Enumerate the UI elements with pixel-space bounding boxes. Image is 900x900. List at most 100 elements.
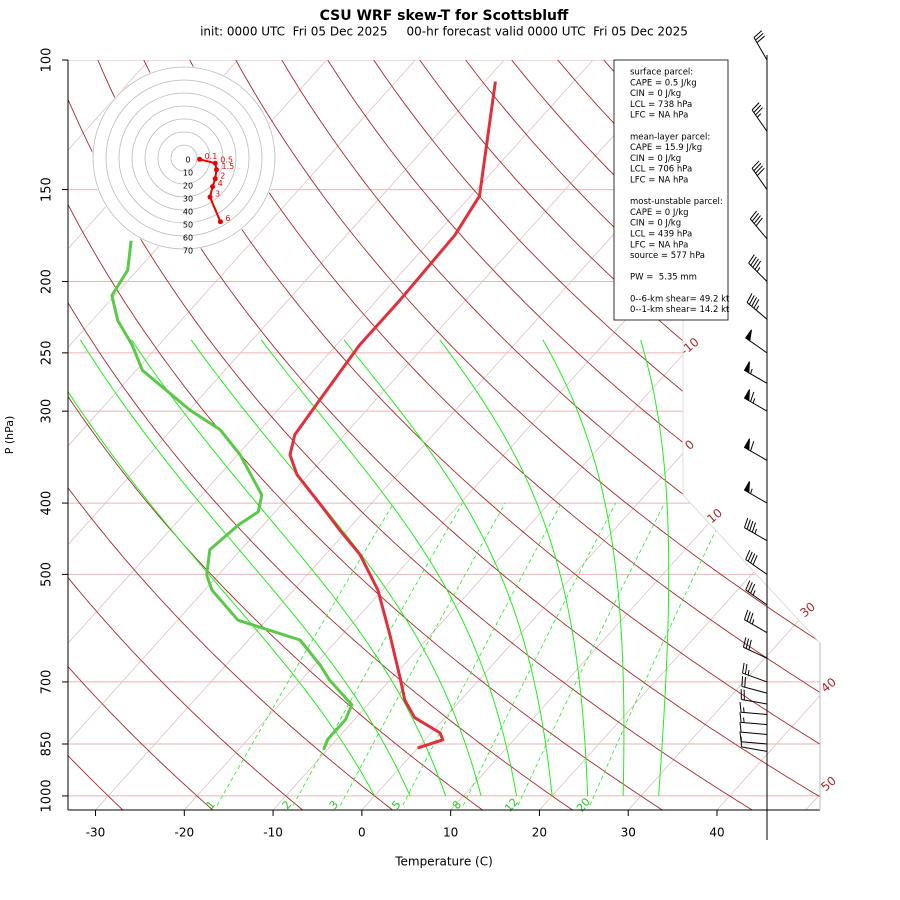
isotherm xyxy=(272,60,820,810)
y-tick-label: 1000 xyxy=(40,779,55,812)
hodograph-ring xyxy=(92,66,276,250)
wind-barb xyxy=(751,102,768,132)
wind-barb xyxy=(739,731,768,745)
y-tick-label: 500 xyxy=(40,562,55,587)
y-tick-label: 400 xyxy=(40,491,55,516)
moist-adiabat xyxy=(640,339,670,796)
wind-barb xyxy=(739,712,768,726)
isotherm xyxy=(627,60,820,810)
dry-adiabat xyxy=(281,60,820,810)
x-tick-label: 0 xyxy=(358,826,366,840)
dry-adiabat xyxy=(68,60,753,810)
hodograph-ring-label: 20 xyxy=(183,182,193,191)
y-tick-label: 300 xyxy=(40,399,55,424)
moist-adiabat xyxy=(439,339,589,796)
hodograph-point xyxy=(214,167,219,173)
info-text: CIN = 0 J/kg xyxy=(630,89,681,99)
hodograph-ring-label: 10 xyxy=(183,169,193,178)
isotherm xyxy=(68,60,416,810)
isotherm xyxy=(539,60,820,810)
dry-adiabat xyxy=(68,60,573,810)
hodograph-ring xyxy=(118,92,250,224)
hodograph-ring-label: 70 xyxy=(183,247,193,256)
wind-barb xyxy=(745,549,768,575)
x-tick-label: 40 xyxy=(709,826,724,840)
hodograph-ring-label: 40 xyxy=(183,208,193,217)
overlay: 0 10 20 30 40 50 60 70 0.1 0.51.524 3 6 surface parc… xyxy=(92,30,768,752)
moist-adiabat xyxy=(260,339,518,796)
hodograph-ring xyxy=(105,79,263,237)
mixing-ratio-line xyxy=(402,502,562,806)
x-tick-label: 30 xyxy=(621,826,636,840)
x-tick-label: 10 xyxy=(443,826,458,840)
temperature-line xyxy=(288,81,497,750)
hodograph-label: 4 xyxy=(218,179,223,188)
mixing-ratio-line xyxy=(216,502,394,806)
wind-barb xyxy=(746,293,768,320)
dry-adiabat xyxy=(235,60,820,810)
chart-title: CSU WRF skew-T for Scottsbluff xyxy=(320,8,569,24)
info-text: most-unstable parcel: xyxy=(630,197,723,207)
dry-adiabat xyxy=(189,60,820,810)
info-text: LFC = NA hPa xyxy=(630,111,688,121)
y-tick-label: 100 xyxy=(40,48,55,73)
dry-adiabat xyxy=(68,60,483,810)
mixing-ratio-line xyxy=(340,502,506,806)
hodograph-ring xyxy=(131,105,237,211)
y-tick-label: 200 xyxy=(40,269,55,294)
plot-border xyxy=(682,494,821,644)
wind-barb xyxy=(744,609,768,634)
info-text: LFC = NA hPa xyxy=(630,176,688,186)
y-axis-title: P (hPa) xyxy=(3,416,16,455)
x-tick-label: -10 xyxy=(263,826,283,840)
wind-barb xyxy=(749,210,768,240)
y-tick-label: 850 xyxy=(40,732,55,757)
hodograph-point xyxy=(217,219,223,225)
info-text: CIN = 0 J/kg xyxy=(630,154,681,164)
chart-subtitle: init: 0000 UTC Fri 05 Dec 2025 00-hr for… xyxy=(200,25,688,39)
x-tick-label: -30 xyxy=(86,826,106,840)
mixing-ratio-line xyxy=(462,502,617,806)
x-tick-label: -20 xyxy=(175,826,195,840)
wind-barb xyxy=(742,662,768,683)
hodograph-ring-label: 30 xyxy=(183,195,193,204)
wind-barb xyxy=(743,389,768,412)
isotherm xyxy=(68,60,683,810)
wind-barb xyxy=(742,637,768,659)
dry-adiabat xyxy=(68,60,303,810)
hodograph-ring xyxy=(144,118,224,198)
dry-adiabat xyxy=(68,60,124,810)
isotherm xyxy=(68,60,505,810)
hodograph-point xyxy=(212,176,218,182)
moist-adiabat xyxy=(79,339,411,797)
wind-barb xyxy=(745,580,768,606)
moist-adiabat xyxy=(343,339,553,796)
info-text: LCL = 706 hPa xyxy=(630,165,692,175)
info-text: CAPE = 0.5 J/kg xyxy=(630,78,697,88)
info-text: LFC = NA hPa xyxy=(630,240,688,250)
hodograph-ring-label: 0 xyxy=(185,156,190,165)
info-text: 0--1-km shear= 14.2 kt xyxy=(630,305,730,315)
hodograph-point xyxy=(210,184,216,190)
dry-adiabat xyxy=(68,60,393,810)
x-axis-title: Temperature (C) xyxy=(394,855,493,869)
wind-barb xyxy=(739,721,768,735)
dewpoint-line xyxy=(110,240,354,751)
hodograph-ring xyxy=(170,144,198,172)
info-box xyxy=(613,59,729,321)
dry-adiabat xyxy=(373,60,820,810)
y-tick-label: 700 xyxy=(40,670,55,695)
wind-barb xyxy=(740,689,768,705)
hodograph-ring-label: 60 xyxy=(183,234,193,243)
y-tick-label: 250 xyxy=(40,340,55,365)
info-text: CAPE = 0 J/kg xyxy=(630,208,689,218)
mixing-ratio-line xyxy=(589,502,730,806)
hodograph-label: 6 xyxy=(225,214,230,223)
info-text: LCL = 439 hPa xyxy=(630,230,692,240)
mixing-ratio-line xyxy=(292,502,463,806)
x-tick-label: 20 xyxy=(532,826,547,840)
info-text: surface parcel: xyxy=(630,68,693,78)
info-text: LCL = 738 hPa xyxy=(630,100,692,110)
info-text: CIN = 0 J/kg xyxy=(630,219,681,229)
